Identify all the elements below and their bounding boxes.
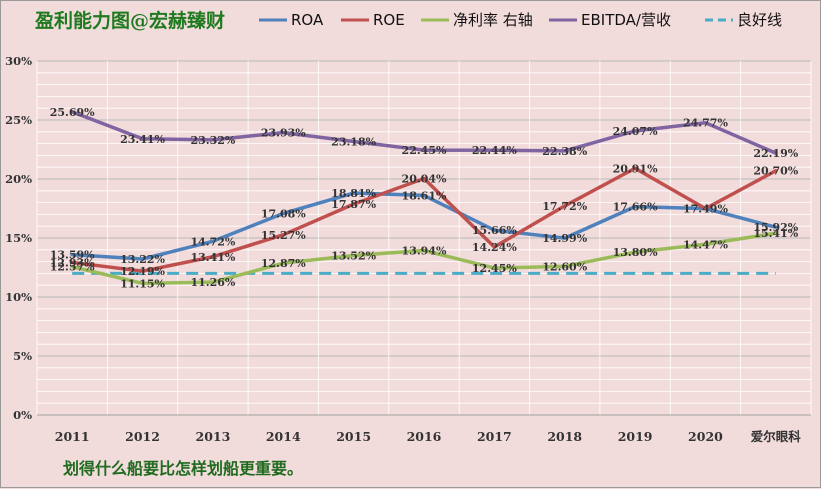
data-label: 20.04%: [402, 173, 447, 186]
data-label: 25.69%: [50, 106, 95, 119]
data-label: 12.87%: [261, 257, 306, 270]
data-label: 13.80%: [613, 246, 658, 259]
data-label: 15.27%: [261, 229, 306, 242]
data-label: 18.61%: [402, 189, 447, 202]
data-label: 22.19%: [753, 147, 798, 160]
axes: 0% 5% 10% 15% 20% 25% 30% 2011 2012 2013 2014 2015 2…: [5, 54, 811, 444]
data-label: 22.45%: [402, 144, 447, 157]
data-label: 12.19%: [120, 265, 165, 278]
x-tick-label: 2014: [266, 429, 301, 444]
series-line: [70, 110, 778, 155]
data-label: 20.91%: [613, 162, 658, 175]
x-tick-label: 爱尔眼科: [751, 429, 802, 444]
data-label: 18.81%: [331, 187, 376, 200]
data-label: 13.59%: [50, 249, 95, 262]
data-label: 14.47%: [683, 238, 728, 251]
chart-title: 盈利能力图@宏赫臻财: [34, 9, 225, 32]
y-tick-label: 10%: [5, 290, 32, 304]
y-tick-label: 0%: [13, 408, 32, 422]
data-label: 23.18%: [331, 135, 376, 148]
data-label: 20.70%: [753, 165, 798, 178]
data-label: 14.99%: [542, 232, 587, 245]
y-tick-label: 25%: [5, 113, 32, 127]
x-tick-label: 2011: [55, 429, 90, 444]
data-label: 12.60%: [542, 260, 587, 273]
legend-label: 净利率 右轴: [453, 11, 533, 29]
data-label: 24.77%: [683, 117, 728, 130]
data-label: 17.08%: [261, 207, 306, 220]
data-label: 13.22%: [120, 253, 165, 266]
data-label: 23.32%: [190, 134, 235, 147]
series-line: [70, 166, 778, 273]
y-tick-label: 20%: [5, 172, 32, 186]
data-label: 12.45%: [472, 262, 517, 275]
x-tick-label: 2015: [336, 429, 371, 444]
data-label: 11.15%: [120, 277, 165, 290]
legend: ROA ROE 净利率 右轴 EBITDA/营收 良好线: [259, 11, 782, 29]
data-label: 22.38%: [542, 145, 587, 158]
data-label: 17.72%: [542, 200, 587, 213]
data-label: 24.07%: [613, 125, 658, 138]
data-label: 13.94%: [402, 245, 447, 258]
data-label: 14.24%: [472, 241, 517, 254]
data-label: 22.44%: [472, 144, 517, 157]
data-label: 12.93%: [50, 256, 95, 269]
x-tick-label: 2016: [407, 429, 442, 444]
x-tick-label: 2019: [618, 429, 653, 444]
series-line: [70, 191, 778, 261]
data-label: 15.92%: [753, 221, 798, 234]
data-label: 23.41%: [120, 133, 165, 146]
footnote: 划得什么船要比怎样划船更重要。: [63, 459, 303, 478]
data-label: 17.66%: [613, 201, 658, 214]
data-label: 17.87%: [331, 198, 376, 211]
x-tick-label: 2012: [125, 429, 160, 444]
data-label: 13.41%: [190, 251, 235, 264]
data-label: 15.41%: [753, 227, 798, 240]
y-tick-label: 30%: [5, 54, 32, 68]
series-line: [70, 231, 778, 286]
legend-label: EBITDA/营收: [581, 11, 671, 29]
data-label: 15.66%: [472, 224, 517, 237]
x-tick-label: 2017: [477, 429, 512, 444]
data-label: 13.52%: [331, 249, 376, 262]
y-tick-label: 15%: [5, 231, 32, 245]
y-tick-label: 5%: [13, 349, 32, 363]
x-tick-label: 2013: [196, 429, 231, 444]
data-labels: 13.59% 13.22% 14.72% 17.08% 18.81% 18.61% 15.6…: [50, 106, 799, 291]
series-lines: [70, 110, 778, 286]
data-label: 12.57%: [50, 261, 95, 274]
x-tick-label: 2018: [547, 429, 582, 444]
legend-label: ROA: [291, 11, 324, 29]
legend-label: 良好线: [737, 11, 782, 29]
x-tick-label: 2020: [688, 429, 723, 444]
data-label: 23.93%: [261, 127, 306, 140]
legend-label: ROE: [373, 11, 405, 29]
data-label: 11.26%: [190, 276, 235, 289]
data-label: 17.49%: [683, 203, 728, 216]
data-label: 14.72%: [190, 235, 235, 248]
